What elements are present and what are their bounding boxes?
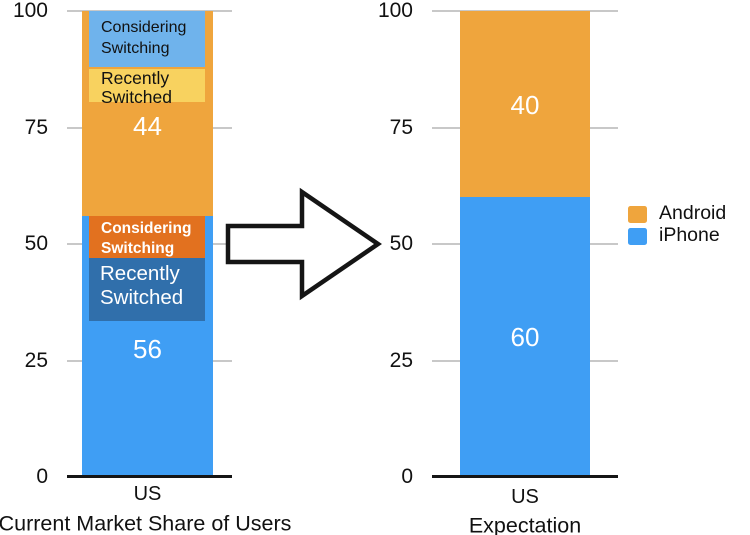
- annotation-label: Considering Switching: [101, 220, 192, 258]
- legend: Android iPhone: [628, 202, 727, 249]
- bar-segment-android: [460, 11, 590, 198]
- y-axis-tick-label: 50: [389, 232, 413, 256]
- legend-swatch-iphone: [628, 227, 647, 245]
- x-axis-line: [432, 475, 618, 478]
- legend-item-android: Android: [628, 202, 727, 225]
- y-axis-tick-label: 100: [12, 0, 48, 23]
- bar-value-label-iphone: 60: [510, 322, 540, 352]
- bar-segment-iphone: [460, 197, 590, 477]
- chart-title: Expectation: [468, 513, 582, 535]
- y-axis-tick-label: 75: [24, 115, 48, 139]
- bar-value-label-android: 40: [510, 90, 540, 120]
- y-axis-tick-label: 25: [24, 348, 48, 372]
- x-axis-category-label: US: [511, 486, 539, 508]
- y-axis-tick-label: 75: [389, 115, 413, 139]
- y-axis-tick-label: 25: [389, 348, 413, 372]
- legend-label: Android: [659, 202, 727, 225]
- y-axis-tick-label: 0: [401, 465, 413, 489]
- bar-value-label-android: 44: [133, 111, 162, 141]
- legend-swatch-android: [628, 205, 647, 223]
- y-axis-tick-label: 100: [377, 0, 413, 23]
- y-axis-tick-label: 50: [24, 232, 48, 256]
- chart-title: Current Market Share of Users: [0, 511, 292, 535]
- legend-item-iphone: iPhone: [628, 224, 726, 247]
- legend-label: iPhone: [659, 224, 720, 247]
- annotation-label: Considering Switching: [101, 19, 187, 58]
- y-axis-tick-label: 0: [36, 465, 48, 489]
- x-axis-category-label: US: [133, 483, 162, 505]
- annotation-label: Recently Switched: [101, 68, 173, 108]
- annotation-considering-switching: Considering Switching: [89, 216, 205, 258]
- transition-arrow-icon: [225, 187, 382, 301]
- annotation-label: Recently Switched: [100, 261, 184, 310]
- annotation-recently-switched: Recently Switched: [89, 257, 205, 321]
- annotation-recently-switched: Recently Switched: [89, 69, 205, 107]
- bar-value-label-iphone: 56: [133, 334, 162, 364]
- x-axis-line: [67, 475, 232, 478]
- annotation-considering-switching: Considering Switching: [89, 11, 205, 67]
